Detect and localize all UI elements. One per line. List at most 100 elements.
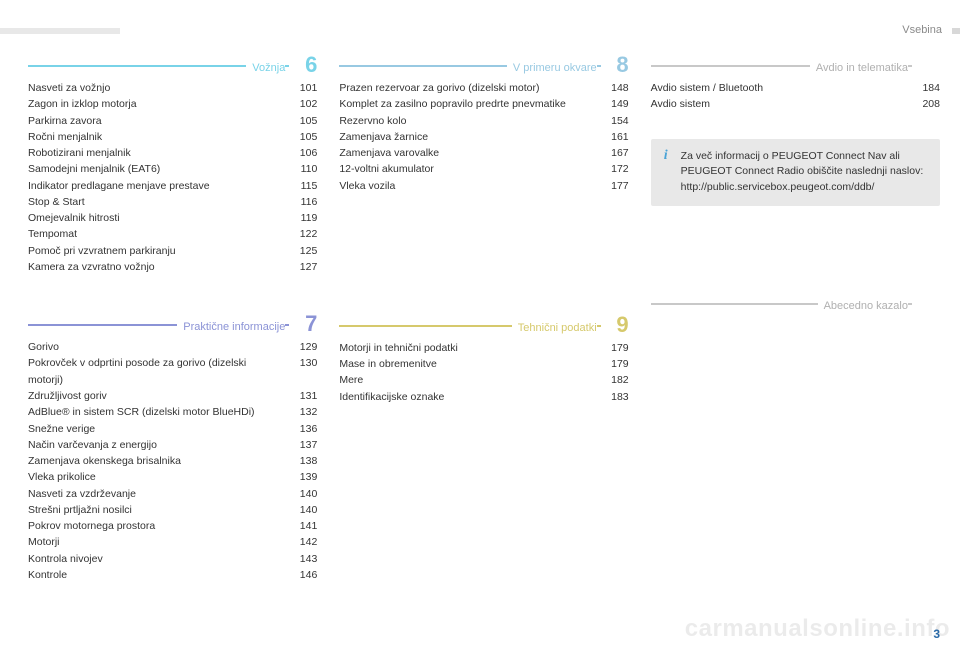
toc-label: Nasveti za vožnjo <box>28 80 289 96</box>
section-7: Praktične informacije 7 Gorivo129 Pokrov… <box>28 315 317 583</box>
toc-label: Rezervno kolo <box>339 113 600 129</box>
toc-row: Rezervno kolo154 <box>339 113 628 129</box>
section-audio: Avdio in telematika Avdio sistem / Bluet… <box>651 56 940 113</box>
toc-page: 141 <box>289 518 317 534</box>
toc-row: Ročni menjalnik105 <box>28 129 317 145</box>
toc-page: 179 <box>601 356 629 372</box>
section-6-number: 6 <box>295 56 317 74</box>
toc-row: Robotizirani menjalnik106 <box>28 145 317 161</box>
toc-label: Strešni prtljažni nosilci <box>28 502 289 518</box>
content-columns: Vožnja 6 Nasveti za vožnjo101 Zagon in i… <box>28 56 940 609</box>
section-8: V primeru okvare 8 Prazen rezervoar za g… <box>339 56 628 194</box>
info-box: i Za več informacij o PEUGEOT Connect Na… <box>651 139 940 206</box>
toc-row: Identifikacijske oznake183 <box>339 389 628 405</box>
toc-row: Kontrole146 <box>28 567 317 583</box>
toc-page: 106 <box>289 145 317 161</box>
toc-label: AdBlue® in sistem SCR (dizelski motor Bl… <box>28 404 289 420</box>
toc-page: 132 <box>289 404 317 420</box>
toc-label: Indikator predlagane menjave prestave <box>28 178 289 194</box>
toc-page: 116 <box>289 194 317 210</box>
toc-row: Zamenjava žarnice161 <box>339 129 628 145</box>
section-9-list: Motorji in tehnični podatki179 Mase in o… <box>339 340 628 405</box>
toc-row: Mere182 <box>339 372 628 388</box>
section-8-head: V primeru okvare 8 <box>339 56 628 74</box>
info-icon: i <box>659 149 673 163</box>
toc-row: Pokrovček v odprtini posode za gorivo (d… <box>28 355 317 388</box>
toc-page: 183 <box>601 389 629 405</box>
section-7-head: Praktične informacije 7 <box>28 315 317 333</box>
section-index-marker <box>918 294 940 312</box>
toc-row: Tempomat122 <box>28 226 317 242</box>
page-number: 3 <box>933 627 940 641</box>
toc-page: 177 <box>601 178 629 194</box>
toc-page: 129 <box>289 339 317 355</box>
toc-page: 139 <box>289 469 317 485</box>
section-7-number: 7 <box>295 315 317 333</box>
toc-page: 146 <box>289 567 317 583</box>
toc-label: Kamera za vzvratno vožnjo <box>28 259 289 275</box>
section-9-number: 9 <box>607 316 629 334</box>
toc-row: Način varčevanja z energijo137 <box>28 437 317 453</box>
toc-label: Tempomat <box>28 226 289 242</box>
toc-row: Vleka vozila177 <box>339 178 628 194</box>
toc-row: Avdio sistem / Bluetooth184 <box>651 80 940 96</box>
toc-row: Vleka prikolice139 <box>28 469 317 485</box>
toc-label: Zamenjava varovalke <box>339 145 600 161</box>
right-edge-marker <box>952 28 960 34</box>
toc-row: Zagon in izklop motorja102 <box>28 96 317 112</box>
toc-row: Omejevalnik hitrosti119 <box>28 210 317 226</box>
toc-page: 140 <box>289 502 317 518</box>
section-6-title: Vožnja <box>246 62 285 74</box>
section-7-list: Gorivo129 Pokrovček v odprtini posode za… <box>28 339 317 583</box>
toc-page: 179 <box>601 340 629 356</box>
section-9-head: Tehnični podatki 9 <box>339 316 628 334</box>
toc-label: 12-voltni akumulator <box>339 161 600 177</box>
toc-row: Snežne verige136 <box>28 421 317 437</box>
toc-row: Kontrola nivojev143 <box>28 551 317 567</box>
toc-label: Stop & Start <box>28 194 289 210</box>
watermark: carmanualsonline.info <box>685 615 950 643</box>
info-text: Za več informacij o PEUGEOT Connect Nav … <box>681 149 930 196</box>
section-audio-marker <box>918 56 940 74</box>
toc-label: Motorji in tehnični podatki <box>339 340 600 356</box>
toc-row: Nasveti za vožnjo101 <box>28 80 317 96</box>
toc-page: 182 <box>601 372 629 388</box>
toc-page: 101 <box>289 80 317 96</box>
section-6-head: Vožnja 6 <box>28 56 317 74</box>
toc-label: Pokrovček v odprtini posode za gorivo (d… <box>28 355 289 388</box>
toc-label: Omejevalnik hitrosti <box>28 210 289 226</box>
toc-row: Strešni prtljažni nosilci140 <box>28 502 317 518</box>
toc-page: 142 <box>289 534 317 550</box>
column-3: Avdio in telematika Avdio sistem / Bluet… <box>651 56 940 609</box>
toc-page: 125 <box>289 243 317 259</box>
toc-page: 138 <box>289 453 317 469</box>
toc-page: 130 <box>289 355 317 388</box>
toc-page: 167 <box>601 145 629 161</box>
toc-page: 172 <box>601 161 629 177</box>
toc-page: 105 <box>289 129 317 145</box>
section-6-list: Nasveti za vožnjo101 Zagon in izklop mot… <box>28 80 317 275</box>
section-index-title: Abecedno kazalo <box>818 300 908 312</box>
toc-row: Stop & Start116 <box>28 194 317 210</box>
toc-page: 208 <box>912 96 940 112</box>
column-2: V primeru okvare 8 Prazen rezervoar za g… <box>339 56 628 609</box>
toc-label: Komplet za zasilno popravilo predrte pne… <box>339 96 600 112</box>
toc-page: 131 <box>289 388 317 404</box>
toc-page: 136 <box>289 421 317 437</box>
section-7-title: Praktične informacije <box>177 321 285 333</box>
toc-row: Kamera za vzvratno vožnjo127 <box>28 259 317 275</box>
toc-row: Indikator predlagane menjave prestave115 <box>28 178 317 194</box>
toc-label: Samodejni menjalnik (EAT6) <box>28 161 289 177</box>
toc-page: 102 <box>289 96 317 112</box>
toc-row: Prazen rezervoar za gorivo (dizelski mot… <box>339 80 628 96</box>
toc-page: 149 <box>601 96 629 112</box>
toc-label: Nasveti za vzdrževanje <box>28 486 289 502</box>
section-index: Abecedno kazalo <box>651 294 940 312</box>
toc-label: Kontrole <box>28 567 289 583</box>
top-stripe <box>0 28 120 34</box>
toc-label: Pokrov motornega prostora <box>28 518 289 534</box>
toc-page: 154 <box>601 113 629 129</box>
toc-row: AdBlue® in sistem SCR (dizelski motor Bl… <box>28 404 317 420</box>
section-8-number: 8 <box>607 56 629 74</box>
toc-page: 119 <box>289 210 317 226</box>
